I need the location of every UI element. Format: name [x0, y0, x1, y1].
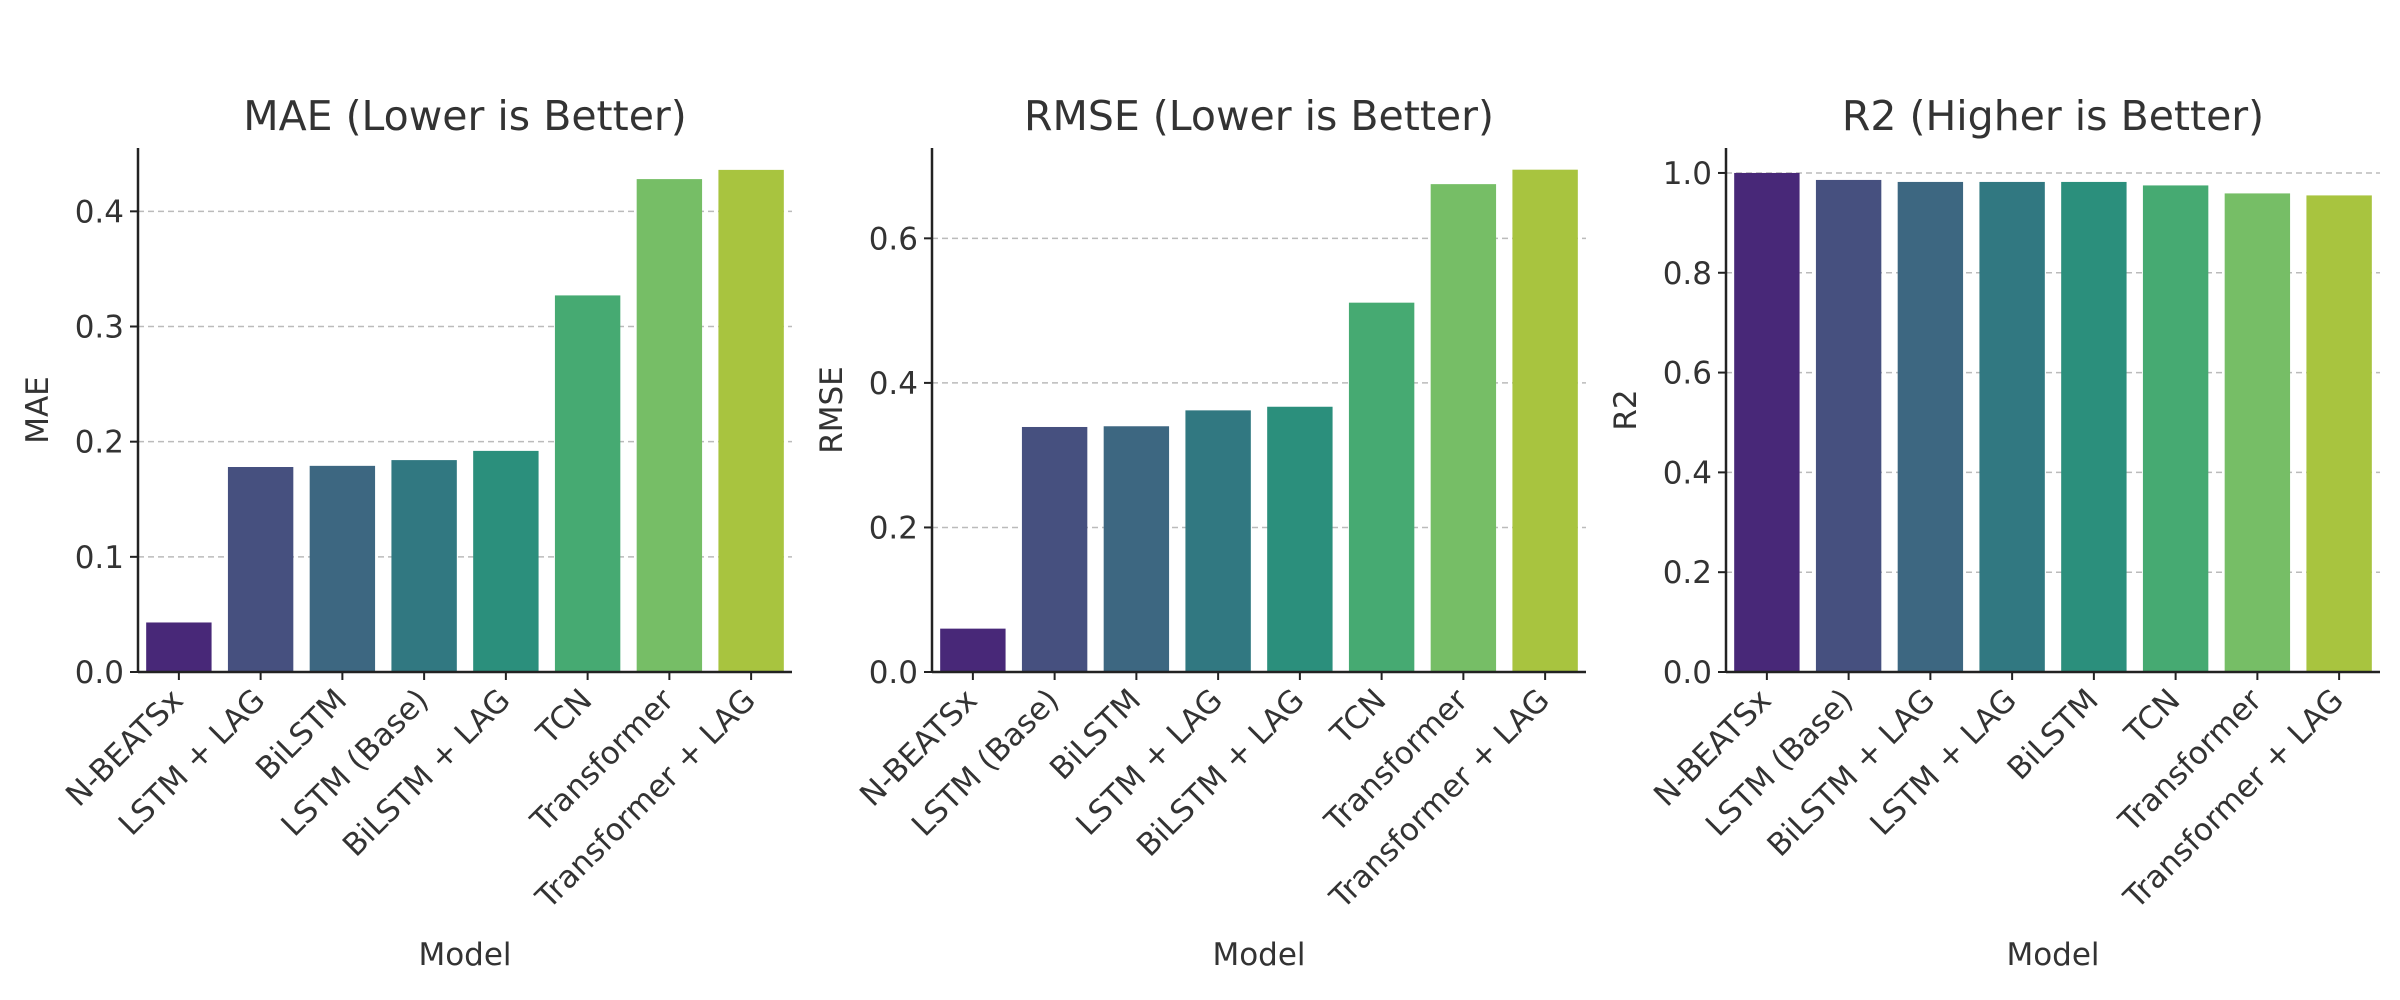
rmse-bar	[1512, 169, 1578, 673]
rmse-bar	[1348, 302, 1415, 672]
mae-category-label: LSTM + LAG	[112, 682, 273, 843]
mae-category-label: TCN	[529, 682, 599, 752]
r2-x-axis-label: Model	[2006, 937, 2099, 973]
mae-y-tick-label: 0.2	[75, 425, 124, 461]
r2-y-tick-label: 0.6	[1663, 356, 1712, 392]
r2-y-tick-label: 0.8	[1663, 256, 1712, 292]
rmse-y-tick-label: 0.4	[869, 366, 918, 402]
mae-y-tick-label: 0.3	[75, 310, 124, 346]
mae-y-axis-label: MAE	[20, 376, 56, 444]
r2-bar	[2142, 185, 2209, 672]
rmse-category-label: TCN	[1323, 682, 1393, 752]
rmse-bar	[1185, 410, 1251, 672]
r2-bar	[2224, 193, 2291, 672]
mae-y-tick-label: 0.4	[75, 194, 124, 230]
mae-bar	[554, 295, 621, 672]
r2-category-label: TCN	[2117, 682, 2187, 752]
r2-bar	[1815, 179, 1882, 673]
r2-bar	[1897, 181, 1964, 672]
rmse-bar	[1103, 426, 1170, 672]
mae-y-tick-label: 0.0	[75, 655, 124, 691]
mae-bar	[718, 169, 784, 672]
r2-y-tick-label: 0.2	[1663, 555, 1712, 591]
rmse-chart-title: RMSE (Lower is Better)	[1024, 92, 1494, 140]
rmse-y-tick-label: 0.6	[869, 221, 918, 257]
rmse-y-axis-label: RMSE	[814, 366, 850, 454]
mae-bar	[309, 465, 376, 672]
r2-category-label: LSTM + LAG	[1863, 682, 2024, 843]
mae-y-tick-label: 0.1	[75, 540, 124, 576]
r2-y-tick-label: 0.4	[1663, 455, 1712, 491]
r2-bar	[1979, 181, 2045, 672]
mae-bar	[636, 179, 703, 672]
mae-bar	[473, 450, 539, 672]
r2-chart-title: R2 (Higher is Better)	[1842, 92, 2264, 140]
r2-bar	[2061, 181, 2127, 672]
rmse-x-axis-label: Model	[1212, 937, 1305, 973]
rmse-y-tick-label: 0.2	[869, 510, 918, 546]
r2-bar	[2306, 195, 2372, 672]
mae-x-axis-label: Model	[418, 937, 511, 973]
r2-category-label: BiLSTM	[2001, 682, 2106, 787]
mae-bar	[146, 622, 212, 672]
mae-bar	[391, 460, 457, 672]
r2-bar	[1734, 172, 1800, 672]
mae-bar	[227, 467, 294, 672]
rmse-bar	[1267, 406, 1333, 672]
r2-y-tick-label: 0.0	[1663, 655, 1712, 691]
rmse-y-tick-label: 0.0	[869, 655, 918, 691]
rmse-bar	[1430, 184, 1497, 672]
r2-y-axis-label: R2	[1608, 389, 1644, 430]
rmse-bar	[940, 628, 1006, 672]
rmse-bar	[1021, 426, 1088, 672]
mae-chart-title: MAE (Lower is Better)	[243, 92, 687, 140]
r2-y-tick-label: 1.0	[1663, 156, 1712, 192]
